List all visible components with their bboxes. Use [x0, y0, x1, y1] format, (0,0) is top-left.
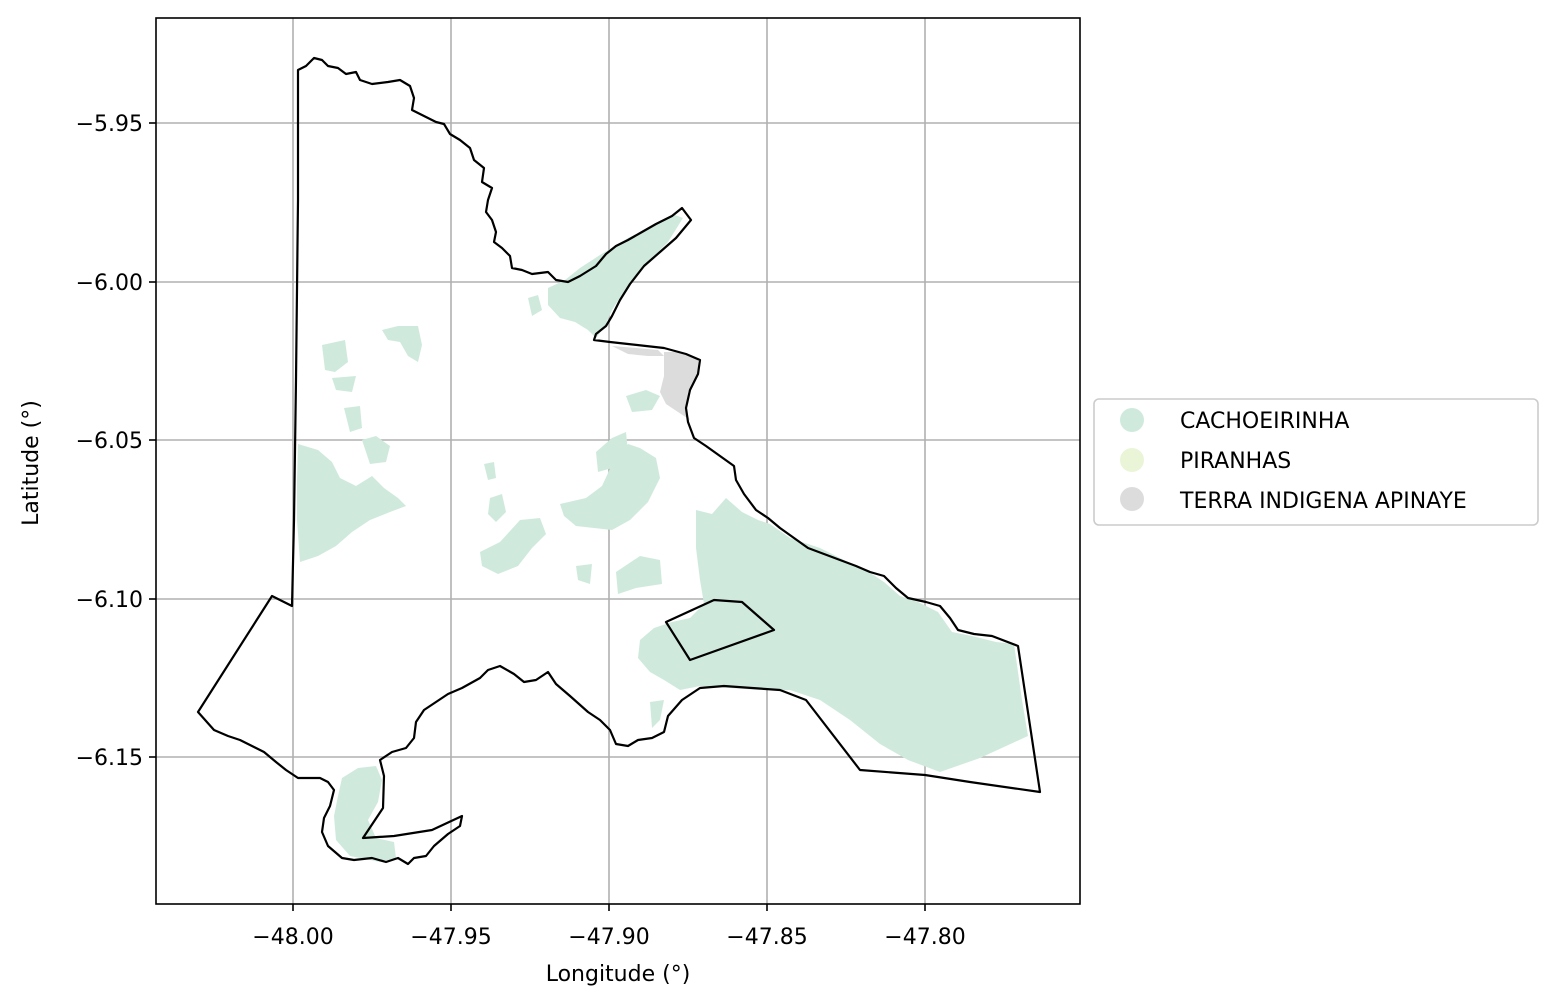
cachoeirinha-patch-south: [334, 766, 396, 862]
legend-item-terra-indigena-apinaye: TERRA INDIGENA APINAYE: [1120, 487, 1467, 514]
x-axis-label: Longitude (°): [546, 962, 691, 987]
legend-marker-piranhas: [1120, 448, 1144, 472]
cachoeirinha-patch-north: [548, 215, 683, 338]
map-plot-area: [155, 17, 1081, 905]
cachoeirinha-patch-west-large: [297, 444, 406, 562]
cachoeirinha-patch-center-6: [626, 390, 660, 412]
cachoeirinha-patch-small-1: [528, 295, 542, 316]
x-tick-label: −47.85: [726, 925, 807, 950]
legend-marker-cachoeirinha: [1120, 408, 1144, 432]
cachoeirinha-patch-east-2: [650, 700, 664, 728]
legend: CACHOEIRINHA PIRANHAS TERRA INDIGENA API…: [1093, 398, 1539, 526]
legend-marker-terra-indigena-apinaye: [1120, 487, 1144, 511]
terra-indigena-apinaye-regions: [612, 346, 698, 420]
cachoeirinha-patch-east-large: [638, 498, 1028, 772]
cachoeirinha-patch-center-5: [596, 432, 628, 472]
x-tick-label: −47.80: [884, 925, 965, 950]
cachoeirinha-patch-west-2: [382, 326, 422, 362]
y-tick-label: −6.10: [76, 588, 143, 613]
x-tick-label: −47.95: [410, 925, 491, 950]
cachoeirinha-patch-center-7: [616, 556, 662, 594]
x-axis: −48.00 −47.95 −47.90 −47.85 −47.80 Longi…: [252, 904, 966, 987]
cachoeirinha-regions: [297, 215, 1028, 862]
y-tick-label: −5.95: [76, 112, 143, 137]
y-tick-label: −6.05: [76, 429, 143, 454]
x-tick-label: −47.90: [568, 925, 649, 950]
legend-item-piranhas: PIRANHAS: [1120, 448, 1291, 474]
cachoeirinha-patch-west-4: [344, 406, 362, 432]
y-axis-label: Latitude (°): [19, 400, 44, 526]
municipal-boundaries: [196, 56, 1042, 866]
legend-label-terra-indigena-apinaye: TERRA INDIGENA APINAYE: [1179, 489, 1467, 514]
cachoeirinha-patch-west-5: [362, 436, 390, 464]
cachoeirinha-patch-center-1: [484, 462, 496, 480]
y-axis: −5.95 −6.00 −6.05 −6.10 −6.15 Latitude (…: [19, 112, 156, 771]
cachoeirinha-patch-center-2: [488, 494, 506, 522]
legend-frame: [1093, 398, 1539, 526]
legend-label-cachoeirinha: CACHOEIRINHA: [1180, 409, 1349, 434]
y-tick-label: −6.00: [76, 271, 143, 296]
cachoeirinha-patch-center-4: [560, 444, 660, 530]
terra-indigena-apinaye-strip: [612, 346, 664, 356]
municipality-boundary-enclave: [664, 598, 776, 662]
y-tick-label: −6.15: [76, 746, 143, 771]
legend-item-cachoeirinha: CACHOEIRINHA: [1120, 408, 1349, 434]
legend-label-piranhas: PIRANHAS: [1180, 449, 1291, 474]
municipality-boundary-main: [196, 56, 1042, 866]
x-tick-label: −48.00: [252, 925, 333, 950]
cachoeirinha-patch-center-8: [576, 564, 592, 584]
cachoeirinha-patch-west-1: [322, 340, 348, 372]
axes-frame: [155, 17, 1081, 905]
cachoeirinha-patch-center-3: [480, 518, 546, 574]
cachoeirinha-patch-west-3: [332, 376, 356, 392]
terra-indigena-apinaye-patch: [660, 352, 698, 420]
